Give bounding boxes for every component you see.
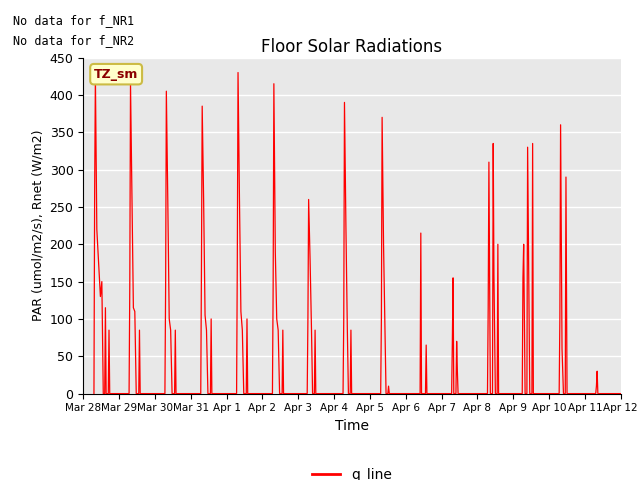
Text: No data for f_NR1: No data for f_NR1: [13, 14, 134, 27]
Y-axis label: PAR (umol/m2/s), Rnet (W/m2): PAR (umol/m2/s), Rnet (W/m2): [31, 130, 44, 321]
Title: Floor Solar Radiations: Floor Solar Radiations: [261, 38, 443, 56]
Text: TZ_sm: TZ_sm: [94, 68, 138, 81]
Text: No data for f_NR2: No data for f_NR2: [13, 34, 134, 47]
Legend: q_line: q_line: [307, 462, 397, 480]
X-axis label: Time: Time: [335, 419, 369, 433]
